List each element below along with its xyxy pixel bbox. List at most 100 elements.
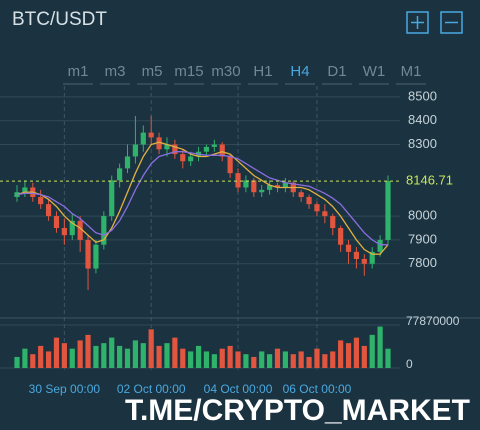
candle-body [377,239,383,252]
timeframe-tab[interactable]: m5 [142,63,163,80]
candle-body [117,168,123,181]
candle-body [61,228,67,236]
volume-bar [322,354,328,368]
volume-bar [30,354,36,368]
volume-bar [243,354,249,368]
volume-bar [377,326,383,368]
y-tick-label: 8500 [408,88,437,103]
candle-body [353,251,360,259]
candle-body [85,239,91,269]
timeframe-tab[interactable]: M1 [401,63,422,80]
timeframe-tab[interactable]: m3 [105,63,126,80]
volume-bar [274,348,281,368]
volume-bar [38,345,44,368]
volume-bar [203,351,210,368]
candle-body [243,180,249,188]
x-tick-label: 06 Oct 00:00 [283,382,352,396]
volume-bar [290,354,296,368]
candle-body [156,137,162,150]
volume-bar [140,343,146,368]
candle-body [282,182,288,188]
volume-bar [45,351,52,368]
candle-body [77,220,83,240]
y-tick-label: 8000 [408,208,437,223]
candle-body [38,197,44,205]
candle-body [235,173,241,188]
volume-bar [227,345,233,368]
volume-bar [251,356,257,368]
volume-bar [77,340,83,368]
y-tick-label: 7900 [408,231,437,246]
candle-body [93,244,99,269]
timeframe-tab[interactable]: D1 [327,63,346,80]
zoom-in[interactable] [406,11,429,34]
x-tick-label: 30 Sep 00:00 [29,382,101,396]
volume-bar [164,343,170,368]
moving-average [16,151,388,246]
candle-body [124,156,131,169]
volume-bar [148,329,154,368]
y-tick-label: 8400 [408,112,437,127]
candle-body [345,244,352,252]
candle-body [306,197,312,205]
candle-body [45,204,52,217]
volume-bar [330,351,336,368]
candle-body [140,132,146,145]
volume-bar [156,345,162,368]
candle-body [132,144,139,157]
timeframe-tab[interactable]: m15 [174,63,203,80]
volume-bar [266,354,273,368]
candle-body [211,144,217,147]
moving-average [16,141,389,255]
x-tick-label: 04 Oct 00:00 [204,382,273,396]
volume-bar [172,337,178,368]
volume-bar [338,340,344,368]
candle-body [385,181,391,240]
timeframe-tab[interactable]: m1 [68,63,89,80]
volume-bar [235,351,241,368]
candle-body [251,180,257,193]
volume-bar [282,351,288,368]
candle-body [361,259,367,264]
candle-body [266,185,273,190]
candle-body [180,154,186,162]
candle-body [322,211,328,217]
candle-body [22,187,28,193]
volume-bar [180,348,186,368]
volume-bar [85,334,91,368]
candle-body [172,144,178,155]
volume-bar [219,348,225,368]
volume-bar [14,356,20,368]
volume-bar [61,343,67,368]
watermark: T.ME/CRYPTO_MARKET [125,394,470,427]
candle-body [53,216,60,228]
volume-bar [132,340,139,368]
zoom-out[interactable] [440,11,463,34]
candle-body [227,156,233,174]
volume-tick-label: 77870000 [406,314,460,328]
current-price-label: 8146.71 [406,173,453,188]
candle-body [298,192,304,197]
volume-bar [93,345,99,368]
volume-bar [22,348,28,368]
volume-bar [298,351,304,368]
volume-bar [314,348,320,368]
candle-body [338,228,344,245]
timeframe-tab[interactable]: H4 [290,63,309,80]
candle-body [14,192,20,197]
timeframe-tab[interactable]: m30 [211,63,240,80]
timeframe-tab[interactable]: W1 [363,63,386,80]
volume-bar [109,337,115,368]
volume-bar [369,334,375,368]
y-tick-label: 7800 [408,255,437,270]
timeframe-tab[interactable]: H1 [253,63,272,80]
volume-bar [188,351,194,368]
candle-body [274,185,281,188]
volume-bar [385,348,391,368]
volume-bar [101,343,107,368]
candle-body [69,220,75,236]
volume-bar [69,348,75,368]
candle-body [148,132,154,138]
candle-body [219,144,225,157]
